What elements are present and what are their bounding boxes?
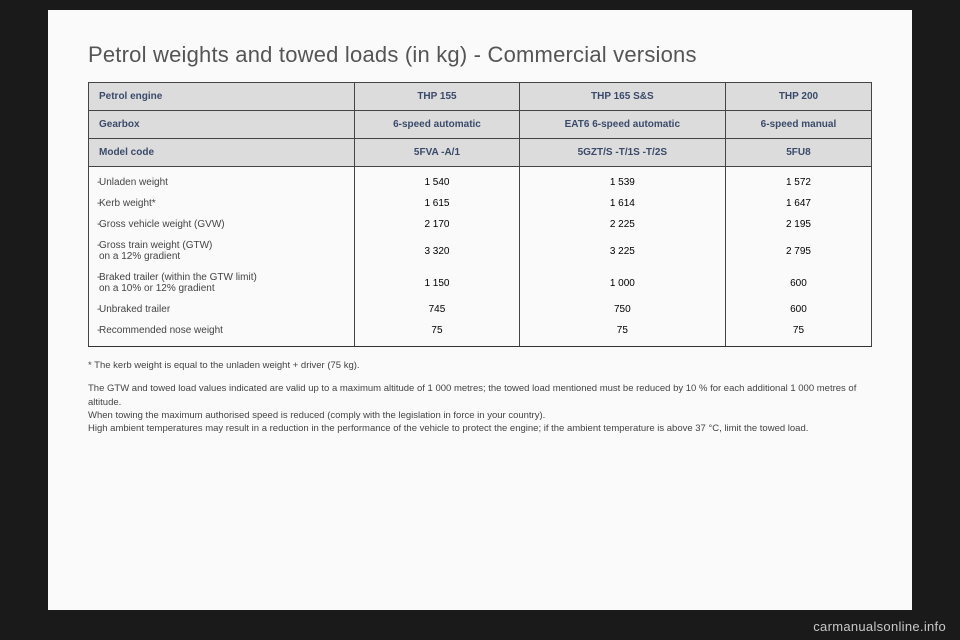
cell: 3 225 (519, 235, 725, 267)
row-label: Unladen weight (89, 167, 355, 194)
row-label: Recommended nose weight (89, 320, 355, 347)
table-row: Gross vehicle weight (GVW) 2 170 2 225 2… (89, 214, 872, 235)
cell: 1 000 (519, 267, 725, 299)
row-label: Kerb weight* (89, 193, 355, 214)
cell: 3 320 (355, 235, 520, 267)
cell: 1 647 (725, 193, 871, 214)
col-model: 5FVA -A/1 (355, 139, 520, 167)
row-label: Braked trailer (within the GTW limit)on … (89, 267, 355, 299)
table-row: Unladen weight 1 540 1 539 1 572 (89, 167, 872, 194)
cell: 1 572 (725, 167, 871, 194)
row-label: Unbraked trailer (89, 299, 355, 320)
engine-label: Petrol engine (89, 83, 355, 111)
col-engine: THP 155 (355, 83, 520, 111)
cell: 2 225 (519, 214, 725, 235)
table-row: Unbraked trailer 745 750 600 (89, 299, 872, 320)
cell: 75 (355, 320, 520, 347)
body-text: The GTW and towed load values indicated … (88, 382, 872, 435)
model-label: Model code (89, 139, 355, 167)
table-row: Gross train weight (GTW)on a 12% gradien… (89, 235, 872, 267)
col-model: 5FU8 (725, 139, 871, 167)
col-engine: THP 165 S&S (519, 83, 725, 111)
table-header: Petrol engine THP 155 THP 165 S&S THP 20… (89, 83, 872, 167)
cell: 2 795 (725, 235, 871, 267)
cell: 600 (725, 299, 871, 320)
cell: 2 195 (725, 214, 871, 235)
cell: 1 150 (355, 267, 520, 299)
cell: 745 (355, 299, 520, 320)
col-engine: THP 200 (725, 83, 871, 111)
spec-table: Petrol engine THP 155 THP 165 S&S THP 20… (88, 82, 872, 347)
page-title: Petrol weights and towed loads (in kg) -… (88, 42, 872, 68)
table-body: Unladen weight 1 540 1 539 1 572 Kerb we… (89, 167, 872, 347)
cell: 75 (519, 320, 725, 347)
table-row: Kerb weight* 1 615 1 614 1 647 (89, 193, 872, 214)
footnote: * The kerb weight is equal to the unlade… (88, 359, 872, 372)
col-gearbox: EAT6 6-speed automatic (519, 111, 725, 139)
cell: 1 540 (355, 167, 520, 194)
cell: 75 (725, 320, 871, 347)
cell: 600 (725, 267, 871, 299)
manual-page: Petrol weights and towed loads (in kg) -… (48, 10, 912, 610)
col-gearbox: 6-speed manual (725, 111, 871, 139)
cell: 1 614 (519, 193, 725, 214)
row-label: Gross train weight (GTW)on a 12% gradien… (89, 235, 355, 267)
watermark: carmanualsonline.info (813, 619, 946, 634)
table-row: Recommended nose weight 75 75 75 (89, 320, 872, 347)
cell: 1 539 (519, 167, 725, 194)
table-row: Braked trailer (within the GTW limit)on … (89, 267, 872, 299)
cell: 750 (519, 299, 725, 320)
cell: 1 615 (355, 193, 520, 214)
gearbox-label: Gearbox (89, 111, 355, 139)
col-gearbox: 6-speed automatic (355, 111, 520, 139)
row-label: Gross vehicle weight (GVW) (89, 214, 355, 235)
cell: 2 170 (355, 214, 520, 235)
col-model: 5GZT/S -T/1S -T/2S (519, 139, 725, 167)
